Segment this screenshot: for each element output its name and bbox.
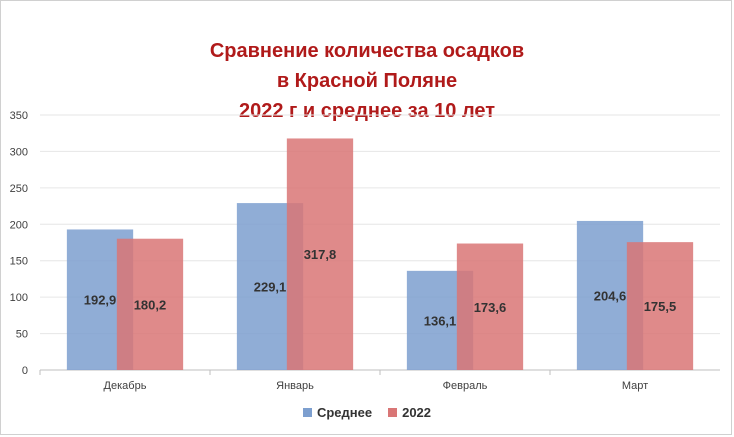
bar-2022-1 (116, 238, 184, 370)
data-label-average-1: 192,9 (84, 293, 117, 308)
chart-title-line-1: Сравнение количества осадков (209, 40, 525, 62)
x-tick-label: Март (622, 380, 648, 392)
data-label-2022-1: 180,2 (134, 297, 167, 312)
y-tick-label: 300 (10, 146, 28, 158)
y-tick-label: 250 (10, 183, 28, 195)
y-tick-label: 0 (22, 365, 28, 377)
data-label-2022-3: 173,6 (474, 300, 507, 315)
bar-2022-4 (626, 242, 694, 370)
data-label-average-2: 229,1 (254, 280, 287, 295)
data-label-average-3: 136,1 (424, 313, 457, 328)
legend-item-series-1: Среднее (302, 405, 373, 420)
y-tick-label: 350 (10, 110, 28, 122)
legend-item-series-2: 2022 (388, 405, 431, 420)
data-label-2022-4: 175,5 (644, 299, 677, 314)
legend-swatch-series-1 (302, 408, 312, 417)
bar-2022-2 (286, 138, 354, 370)
legend-swatch-series-2 (388, 408, 398, 417)
y-tick-label: 200 (10, 219, 28, 231)
legend-label-series-1: Среднее (316, 405, 373, 420)
data-label-2022-2: 317,8 (304, 247, 337, 262)
data-label-average-4: 204,6 (594, 288, 627, 303)
y-tick-label: 100 (10, 292, 28, 304)
x-tick-label: Февраль (443, 380, 488, 392)
x-tick-label: Январь (276, 380, 314, 392)
legend-label-series-2: 2022 (402, 405, 432, 420)
chart-title-line-2: в Красной Поляне (276, 70, 458, 92)
bar-2022-3 (456, 243, 524, 370)
chart-title: Сравнение количества осадков в Красной П… (120, 36, 614, 126)
y-tick-label: 150 (10, 256, 28, 268)
x-tick-label: Декабрь (104, 380, 147, 392)
y-tick-label: 50 (16, 329, 28, 341)
chart-title-line-3: 2022 г и среднее за 10 лет (238, 100, 496, 122)
legend: Среднее 2022 (0, 405, 734, 420)
